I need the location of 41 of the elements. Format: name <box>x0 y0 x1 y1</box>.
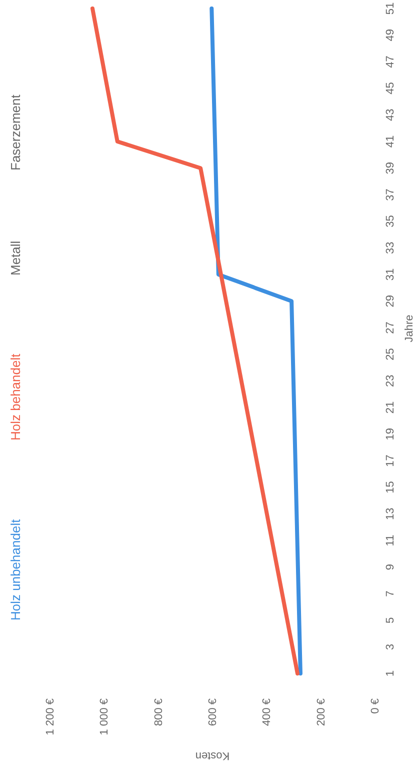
y-tick-label: 11 <box>384 534 396 546</box>
y-tick-label: 15 <box>384 481 396 494</box>
y-tick-label: 3 <box>384 644 396 650</box>
y-tick-label: 17 <box>384 454 396 467</box>
x-tick-label: 1 000 € <box>98 698 111 736</box>
y-tick-label: 43 <box>384 108 396 122</box>
y-tick-label: 5 <box>384 617 396 624</box>
x-tick-label: 0 € <box>370 698 382 714</box>
text: Faserzement <box>8 94 23 170</box>
y-tick-label: 25 <box>384 348 396 360</box>
y-tick-label: 33 <box>384 242 396 254</box>
y-tick-label: 9 <box>384 564 396 570</box>
y-tick-label: 41 <box>384 135 396 148</box>
y-axis-title: Jahre <box>404 314 415 342</box>
y-tick-label: 19 <box>384 428 396 440</box>
y-tick-label: 7 <box>384 590 396 597</box>
y-tick-label: 49 <box>384 28 396 42</box>
x-tick-label: 600 € <box>207 698 219 726</box>
text: Holz unbehandelt <box>8 518 23 620</box>
y-tick-label: 27 <box>384 322 396 334</box>
y-tick-label: 21 <box>384 401 396 414</box>
y-tick-label: 35 <box>384 215 396 228</box>
y-tick-label: 47 <box>384 56 396 68</box>
line-series <box>90 6 300 676</box>
y-tick-label: 45 <box>384 82 396 94</box>
x-tick-label: 1 200 € <box>44 698 56 736</box>
y-tick-label: 39 <box>384 162 396 174</box>
y-tick-label: 1 <box>384 670 396 677</box>
x-tick-label: 400 € <box>261 698 274 726</box>
y-tick-label: 23 <box>384 374 396 388</box>
y-tick-label: 37 <box>384 188 396 201</box>
text: Holz behandelt <box>8 353 23 440</box>
y-tick-label: 29 <box>384 294 396 308</box>
x-tick-label: 800 € <box>152 698 165 726</box>
y-tick-label: 13 <box>384 508 396 520</box>
line-series <box>210 6 302 676</box>
x-axis-title: Kosten <box>195 750 230 762</box>
y-tick-label: 31 <box>384 268 396 281</box>
text: Metall <box>8 240 23 276</box>
y-tick-label: 51 <box>384 2 396 15</box>
x-tick-label: 200 € <box>315 698 328 726</box>
